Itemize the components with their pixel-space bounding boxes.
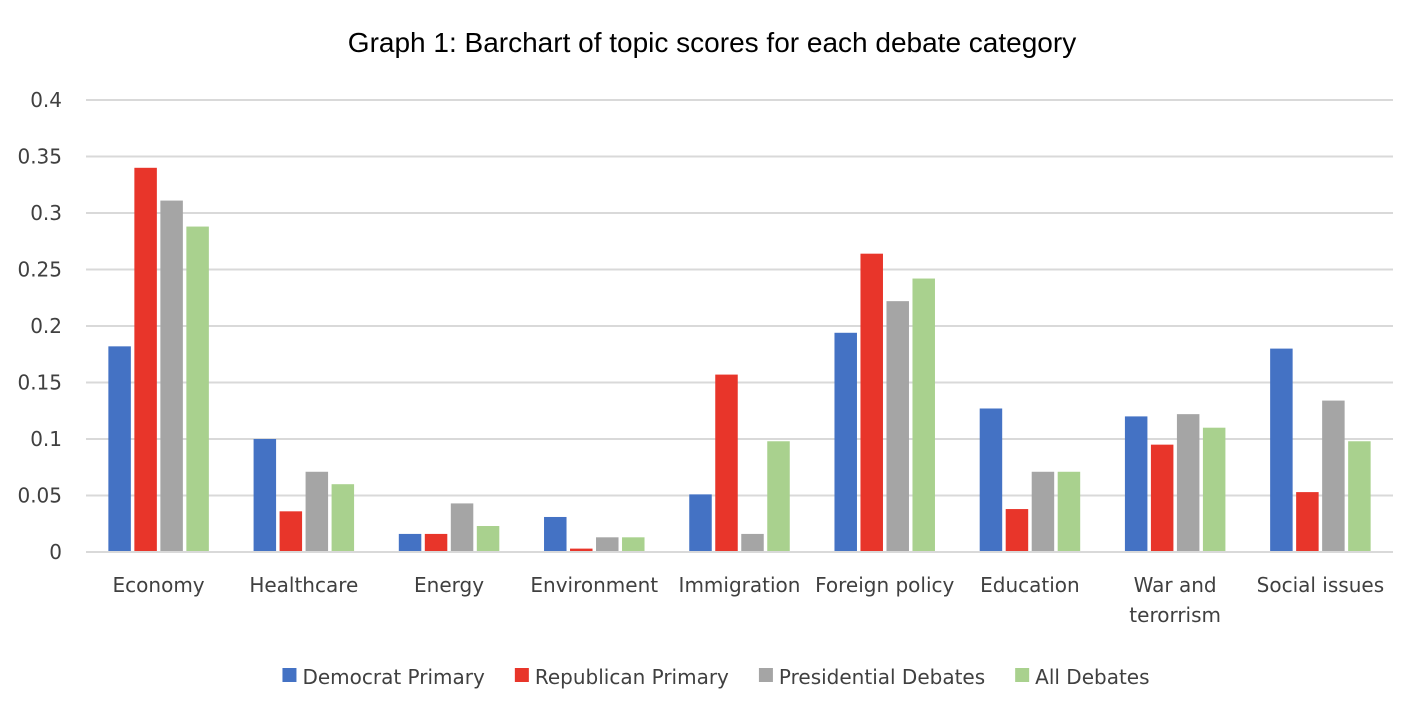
bar: [596, 537, 619, 552]
bar: [108, 346, 131, 552]
x-tick-label: Education: [980, 573, 1080, 597]
legend-item: Presidential Debates: [758, 665, 985, 689]
x-tick-label: Environment: [530, 573, 658, 597]
series-1: [134, 167, 1319, 553]
gridlines: [86, 99, 1393, 497]
legend-item: Democrat Primary: [282, 665, 485, 689]
bar: [741, 533, 764, 552]
y-tick-label: 0.1: [30, 427, 62, 451]
x-tick-label: Energy: [414, 573, 484, 597]
bar: [834, 332, 857, 552]
y-axis-ticks: 0 0.05 0.1 0.15 0.2 0.25 0.3 0.35 0.4: [17, 88, 62, 564]
legend-label: Republican Primary: [535, 665, 729, 689]
bar: [1150, 444, 1174, 552]
bar: [715, 374, 738, 552]
bar: [1005, 509, 1029, 552]
y-tick-label: 0.35: [17, 145, 62, 169]
bar: [886, 301, 909, 552]
legend-swatch: [282, 668, 297, 682]
bar: [912, 278, 935, 552]
bar: [979, 408, 1003, 552]
bar: [279, 511, 303, 552]
y-tick-label: 0.3: [30, 201, 62, 225]
bar: [689, 494, 712, 552]
bar: [1176, 414, 1200, 552]
bar: [1322, 400, 1345, 552]
bar: [134, 167, 157, 553]
legend-item: All Debates: [1015, 665, 1150, 689]
bar: [1057, 471, 1081, 552]
bar: [544, 516, 567, 552]
x-axis-category-labels: Economy Healthcare Energy Environment Immigr…: [113, 573, 1385, 627]
bar: [450, 503, 474, 552]
bar: [767, 441, 790, 552]
legend-swatch: [758, 668, 773, 682]
bar: [1296, 492, 1319, 552]
x-tick-label: Healthcare: [249, 573, 358, 597]
y-tick-label: 0.15: [17, 371, 62, 395]
legend-swatch: [514, 668, 529, 682]
series-0: [108, 332, 1293, 552]
series-3: [186, 226, 1371, 552]
x-tick-label: Social issues: [1257, 573, 1384, 597]
bar: [305, 471, 329, 552]
bar: [622, 537, 645, 552]
x-tick-label: War and: [1134, 573, 1217, 597]
legend-item: Republican Primary: [514, 665, 729, 689]
x-tick-label: Economy: [113, 573, 205, 597]
bar: [424, 533, 448, 552]
x-tick-label: Immigration: [679, 573, 801, 597]
x-tick-label: Foreign policy: [815, 573, 954, 597]
bar: [570, 548, 593, 552]
y-tick-label: 0.2: [30, 314, 62, 338]
y-tick-label: 0.05: [17, 484, 62, 508]
legend: Democrat Primary Republican Primary Presid…: [282, 665, 1150, 689]
legend-label: All Debates: [1035, 665, 1149, 689]
series-2: [160, 200, 1345, 552]
bar: [253, 439, 277, 552]
chart-title: Graph 1: Barchart of topic scores for ea…: [348, 27, 1076, 58]
y-tick-label: 0.25: [17, 258, 62, 282]
bar: [186, 226, 209, 552]
bar: [1270, 348, 1293, 552]
bar: [331, 484, 355, 552]
bar: [1031, 471, 1055, 552]
bar: [1348, 441, 1371, 552]
legend-label: Presidential Debates: [779, 665, 985, 689]
y-tick-label: 0.4: [30, 88, 62, 112]
bar: [860, 253, 883, 552]
bar: [1124, 416, 1148, 552]
bars: [108, 167, 1371, 553]
bar: [160, 200, 183, 552]
legend-label: Democrat Primary: [302, 665, 485, 689]
x-tick-label: terorrism: [1129, 603, 1221, 627]
bar: [398, 533, 422, 552]
bar: [1202, 427, 1226, 552]
y-tick-label: 0: [49, 540, 62, 564]
legend-swatch: [1015, 668, 1030, 682]
bar: [476, 526, 500, 552]
